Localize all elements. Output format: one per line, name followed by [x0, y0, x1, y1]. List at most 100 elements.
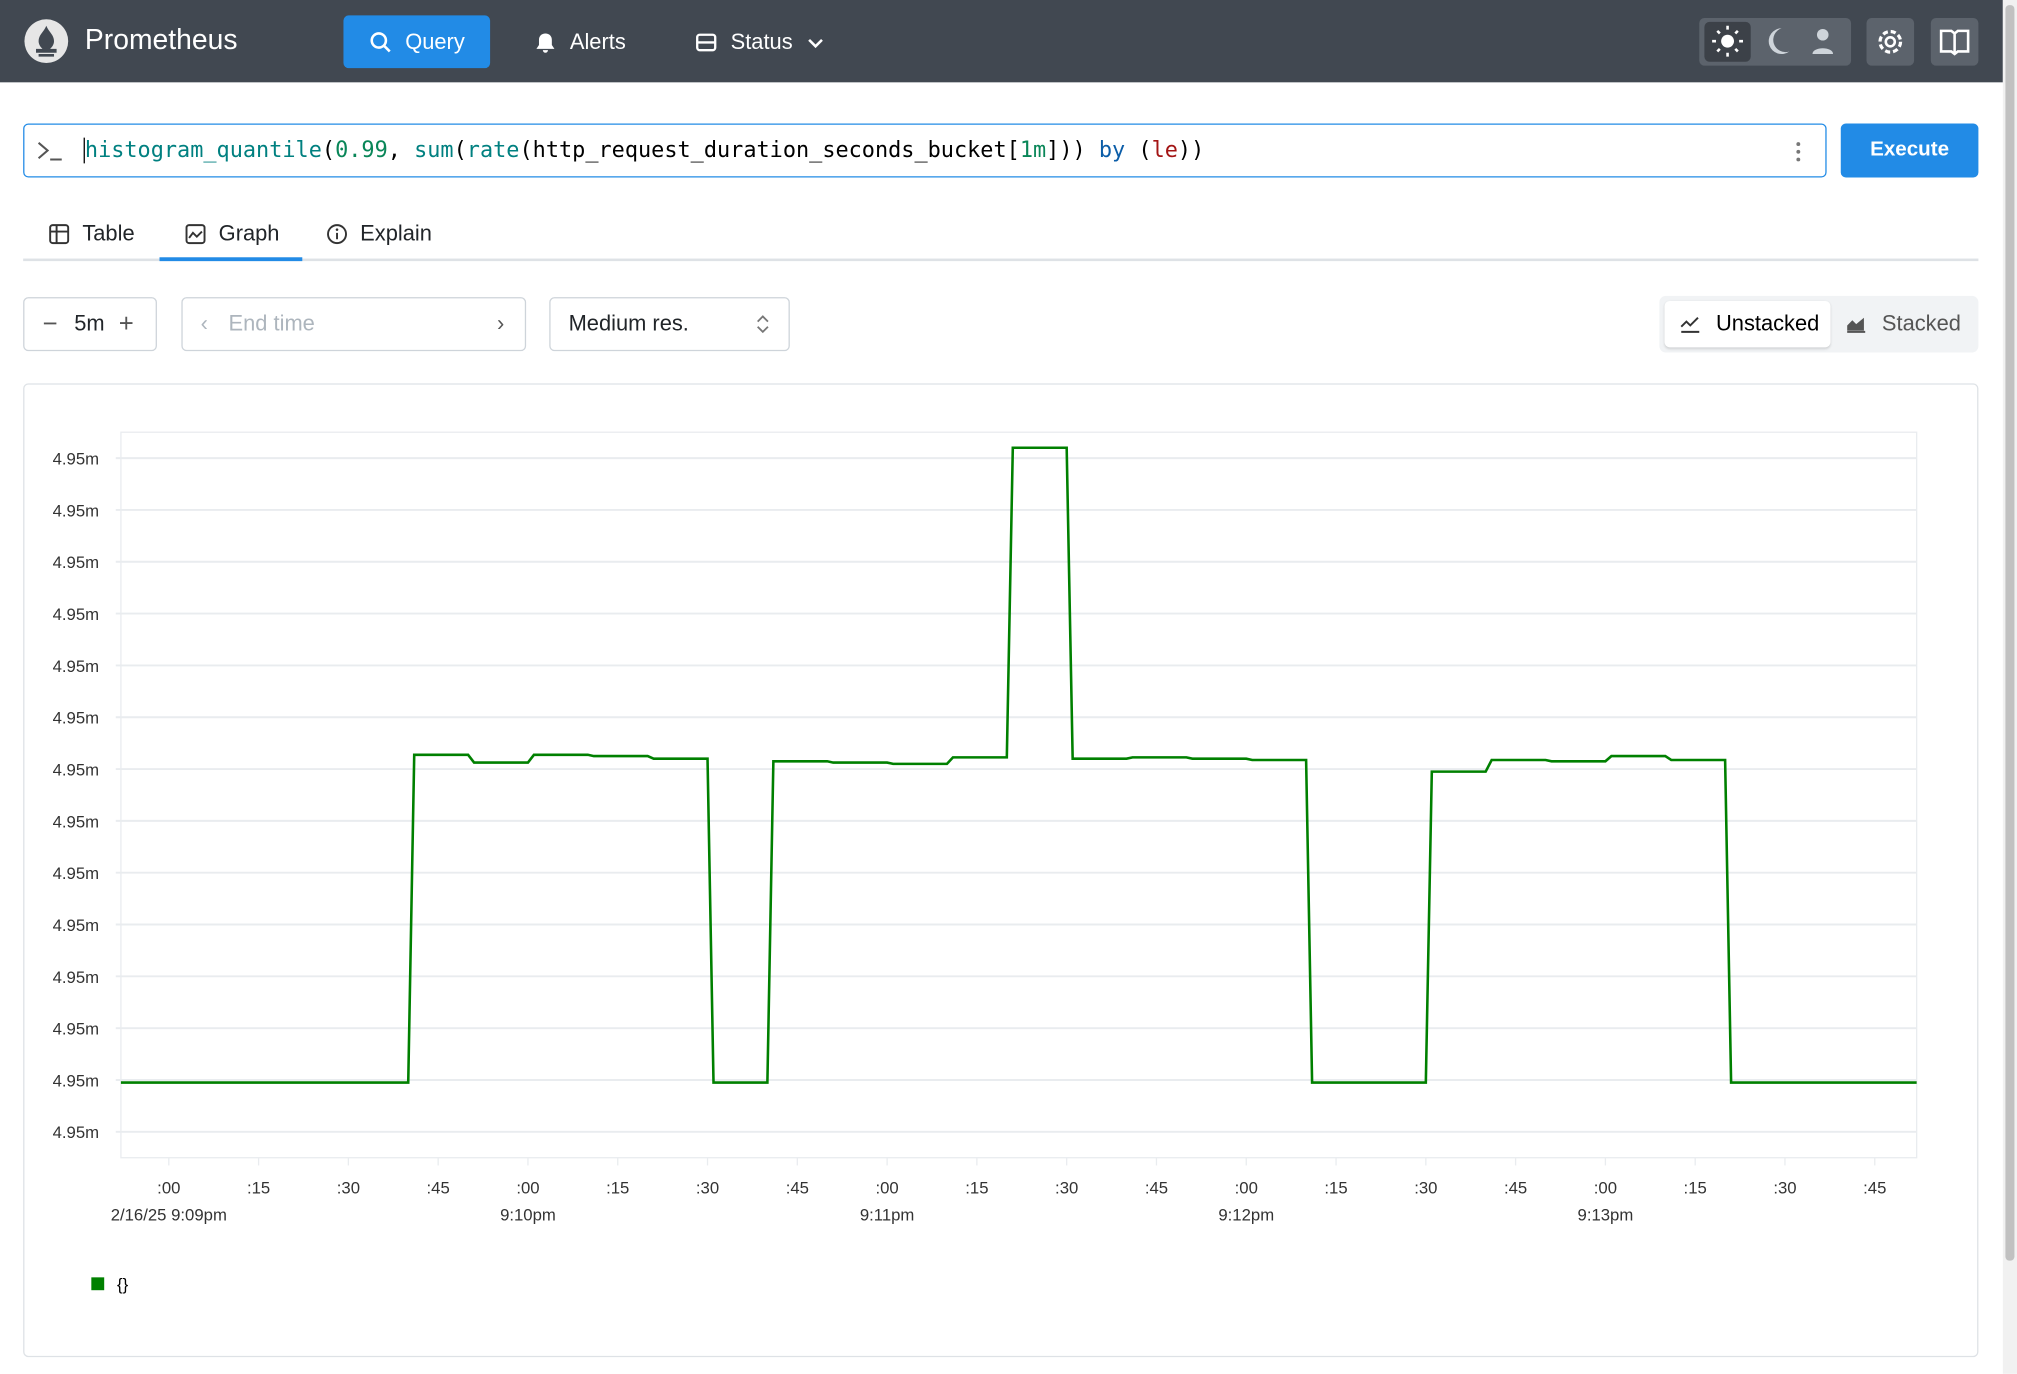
prev-icon[interactable]: ‹ — [200, 311, 208, 336]
x-tick-label: :30 — [1055, 1179, 1078, 1198]
scrollbar[interactable] — [2002, 0, 2017, 1374]
x-tick-label: :30 — [696, 1179, 719, 1198]
range-plus[interactable]: + — [118, 309, 134, 338]
token: [ — [1006, 137, 1020, 164]
menu-icon[interactable] — [1792, 140, 1805, 163]
tab-indicator — [159, 257, 303, 262]
token: 0.99 — [335, 137, 388, 164]
nav-status[interactable]: Status — [695, 15, 826, 68]
x-date-label: 2/16/25 9:09pm — [111, 1206, 227, 1225]
unstacked-option[interactable]: Unstacked — [1664, 301, 1831, 348]
stacking-toggle: Unstacked Stacked — [1659, 295, 1979, 353]
tab-table[interactable]: Table — [49, 214, 135, 255]
y-tick-label: 4.95m — [53, 864, 99, 883]
tab-explain[interactable]: Explain — [327, 214, 432, 255]
tab-label: Table — [82, 221, 135, 246]
y-tick-label: 4.95m — [53, 501, 99, 520]
end-time: End time — [228, 311, 315, 336]
y-tick-label: 4.95m — [53, 1020, 99, 1039]
legend-label: {} — [117, 1275, 129, 1294]
x-tick-label: :00 — [516, 1179, 539, 1198]
nav-label: Query — [405, 28, 465, 54]
x-tick-label: :45 — [1504, 1179, 1527, 1198]
server-icon — [696, 32, 717, 51]
token: ])) — [1046, 137, 1099, 164]
search-icon — [370, 31, 391, 52]
series-line — [120, 446, 1917, 1084]
chevron-icon — [808, 38, 824, 48]
resolution: Medium res. — [568, 311, 689, 336]
x-tick-label: :30 — [337, 1179, 360, 1198]
token: http_request_duration_seconds_bucket — [532, 137, 1007, 164]
y-tick-label: 4.95m — [53, 657, 99, 676]
x-date-label: 9:12pm — [1218, 1206, 1274, 1225]
x-tick-label: :15 — [606, 1179, 629, 1198]
tab-border — [23, 258, 1979, 262]
token: by — [1098, 137, 1126, 164]
option-label: Stacked — [1881, 311, 1961, 336]
range-value[interactable]: 5m — [74, 311, 105, 336]
info-icon — [327, 224, 347, 245]
chart-panel — [23, 383, 1979, 1358]
token: rate — [466, 137, 520, 164]
x-tick-label: :00 — [875, 1179, 898, 1198]
x-tick-label: :45 — [1145, 1179, 1168, 1198]
option-label: Unstacked — [1715, 311, 1820, 336]
query-input[interactable]: histogram_quantile(0.99, sum(rate(http_r… — [23, 123, 1827, 178]
logo — [24, 19, 69, 64]
y-tick-label: 4.95m — [53, 605, 99, 624]
gear-icon — [1878, 29, 1903, 54]
y-tick-label: 4.95m — [53, 1071, 99, 1090]
end-time-control[interactable]: ‹ End time › — [181, 297, 527, 352]
query-text: histogram_quantile(0.99, sum(rate(http_r… — [83, 137, 1205, 164]
next-icon[interactable]: › — [496, 311, 505, 336]
legend-swatch — [91, 1277, 105, 1291]
range-control: −5m + — [23, 297, 157, 352]
header: Prometheus Query Alerts Status — [0, 0, 2003, 83]
x-tick-label: :15 — [1324, 1179, 1347, 1198]
docs-button[interactable] — [1930, 18, 1979, 66]
x-tick-label: :00 — [1235, 1179, 1258, 1198]
theme-icons — [1712, 25, 1834, 57]
x-tick-label: :45 — [786, 1179, 809, 1198]
tab-label: Explain — [360, 221, 432, 246]
nav-alerts[interactable]: Alerts — [534, 15, 626, 68]
tab-label: Graph — [218, 221, 280, 246]
area-icon — [1847, 317, 1866, 333]
token: sum — [414, 137, 454, 164]
x-tick-label: :30 — [1414, 1179, 1437, 1198]
range-minus[interactable]: − — [42, 309, 58, 338]
token: ( — [1125, 137, 1152, 164]
x-tick-label: :45 — [1863, 1179, 1886, 1198]
token: , — [387, 137, 415, 164]
nav-query[interactable]: Query — [343, 15, 491, 69]
settings-button[interactable] — [1866, 18, 1915, 66]
resolution-select[interactable]: Medium res. — [549, 297, 790, 352]
tab-graph[interactable]: Graph — [185, 214, 279, 255]
y-tick-label: 4.95m — [53, 709, 99, 728]
token: 1m — [1019, 137, 1047, 164]
token: ( — [519, 137, 533, 164]
graph-icon — [185, 224, 206, 245]
nav-label: Status — [730, 28, 793, 54]
y-tick-label: 4.95m — [53, 553, 99, 572]
token: ( — [453, 137, 467, 164]
execute-button[interactable]: Execute — [1840, 123, 1979, 178]
x-tick-label: :00 — [1594, 1179, 1617, 1198]
x-date-label: 9:13pm — [1578, 1206, 1634, 1225]
brand: Prometheus — [84, 23, 238, 56]
stacked-option[interactable]: Stacked — [1830, 301, 1978, 347]
token: )) — [1177, 137, 1205, 164]
scrollbar-thumb[interactable] — [2005, 5, 2015, 1261]
token: ( — [321, 137, 336, 164]
bell-icon — [536, 32, 555, 53]
y-tick-label: 4.95m — [53, 812, 99, 831]
theme-toggle — [1699, 18, 1852, 66]
token: le — [1151, 137, 1178, 164]
x-tick-label: :15 — [1684, 1179, 1707, 1198]
select-icon — [757, 315, 769, 334]
y-tick-label: 4.95m — [53, 760, 99, 779]
x-date-label: 9:11pm — [860, 1206, 915, 1225]
